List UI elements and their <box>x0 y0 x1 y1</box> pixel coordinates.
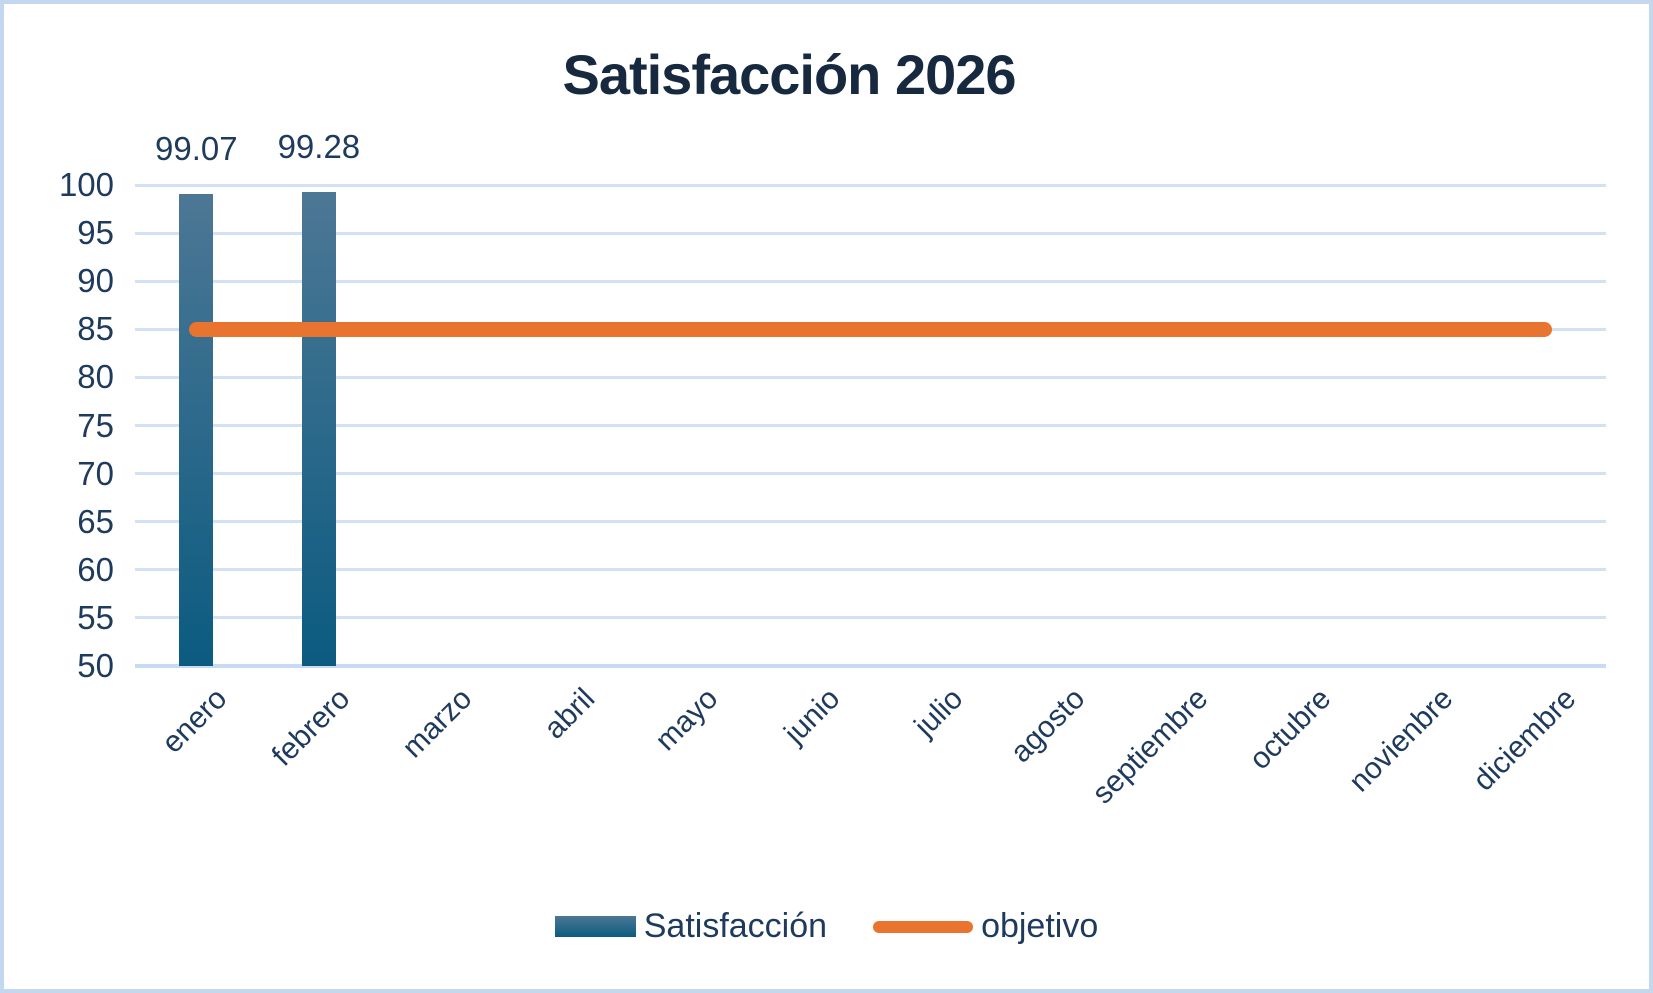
legend-line-swatch-icon <box>873 920 974 933</box>
gridline <box>135 616 1606 620</box>
bar-data-label: 99.28 <box>277 127 361 165</box>
bar-enero <box>179 193 214 666</box>
gridline <box>135 183 1606 187</box>
x-category-label: diciembre <box>1466 682 1583 798</box>
gridline <box>135 424 1606 427</box>
y-tick-label: 90 <box>77 262 114 300</box>
y-tick-label: 80 <box>77 358 114 396</box>
chart-title: Satisfacción 2026 <box>562 43 1016 106</box>
x-category-label: novienbre <box>1342 682 1460 799</box>
x-category-label: mayo <box>648 682 724 758</box>
y-tick-label: 65 <box>77 502 114 540</box>
legend-label-objetivo: objetivo <box>981 907 1099 945</box>
y-tick-label: 95 <box>77 214 114 252</box>
x-category-label: agosto <box>1004 682 1092 770</box>
gridline <box>135 375 1606 379</box>
y-tick-label: 85 <box>77 310 114 348</box>
legend-item-objetivo: objetivo <box>873 907 1098 946</box>
x-category-label: septiembre <box>1086 682 1215 811</box>
gridline <box>135 231 1606 235</box>
legend-item-satisfaccion: Satisfacción <box>554 907 828 946</box>
gridline <box>135 520 1606 524</box>
x-category-label: febrero <box>265 682 357 773</box>
x-category-label: abril <box>537 682 602 746</box>
gridline <box>135 568 1606 572</box>
gridline <box>135 279 1606 283</box>
legend-bar-swatch-icon <box>554 916 636 937</box>
objetivo-line <box>188 321 1553 337</box>
y-tick-label: 70 <box>77 454 114 492</box>
x-axis-line <box>135 664 1606 668</box>
bar-febrero <box>301 191 336 666</box>
x-category-label: julio <box>908 682 970 744</box>
y-tick-label: 55 <box>77 598 114 636</box>
legend: Satisfacción objetivo <box>4 907 1649 946</box>
x-category-label: octubre <box>1242 682 1337 777</box>
gridline <box>135 472 1606 476</box>
y-tick-label: 75 <box>77 406 114 444</box>
y-tick-label: 100 <box>58 166 114 203</box>
bar-data-label: 99.07 <box>154 129 238 167</box>
legend-label-satisfaccion: Satisfacción <box>643 907 828 945</box>
y-tick-label: 50 <box>77 647 114 684</box>
x-category-label: junio <box>778 682 847 751</box>
y-tick-label: 60 <box>77 550 114 588</box>
x-category-label: marzo <box>396 682 479 765</box>
x-category-label: enero <box>156 682 234 760</box>
